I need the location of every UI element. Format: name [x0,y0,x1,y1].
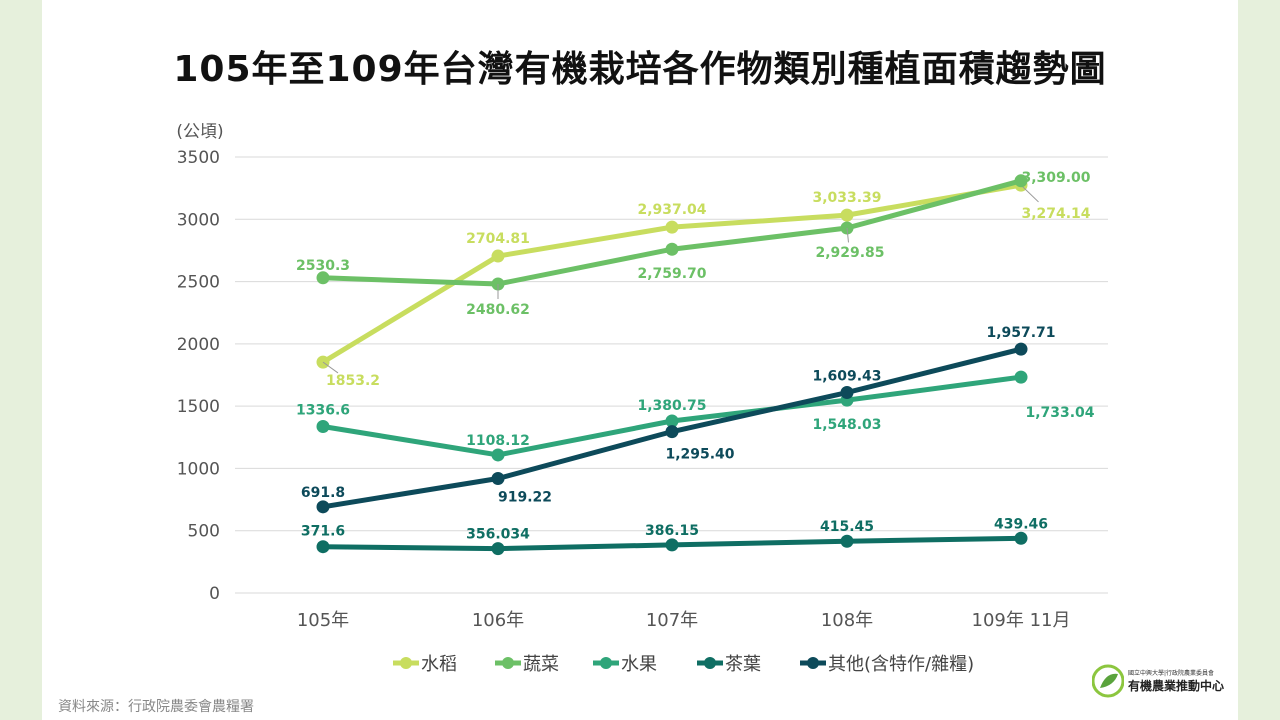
logo-subtitle: 國立中興大學|行政院農業委員會 [1128,670,1215,677]
y-tick-label: 1500 [177,397,220,417]
data-label: 356.034 [466,527,530,543]
legend-swatch-marker [400,657,412,669]
legend-swatch-marker [600,657,612,669]
leaf-logo-icon [1092,664,1124,698]
y-tick-label: 0 [209,584,220,604]
data-point [840,534,854,548]
source-note: 資料來源：行政院農委會農糧署 [58,699,254,715]
chart-card [42,0,1238,720]
data-label: 1,548.03 [812,417,881,433]
data-label: 2,937.04 [637,202,706,218]
x-tick-label: 105年 [297,610,349,631]
y-tick-label: 3000 [177,210,220,230]
legend-swatch-marker [502,657,514,669]
data-label: 439.46 [994,516,1048,532]
y-tick-label: 1000 [177,459,220,479]
data-point [665,414,679,428]
data-point [1014,531,1028,545]
data-label: 1,733.04 [1025,405,1094,421]
x-tick-label: 106年 [472,610,524,631]
legend-label: 蔬菜 [523,654,559,675]
data-label: 919.22 [498,489,552,505]
data-label: 2,929.85 [815,245,884,261]
data-point [316,271,330,285]
data-point [1014,342,1028,356]
leader-line [322,361,339,374]
data-label: 386.15 [645,523,699,539]
logo: 國立中興大學|行政院農業委員會 有機農業推動中心 [1092,664,1224,698]
logo-name: 有機農業推動中心 [1128,679,1225,693]
x-tick-label: 107年 [646,610,698,631]
data-label: 2704.81 [466,231,530,247]
legend-label: 其他(含特作/雜糧) [828,654,974,675]
y-tick-label: 2500 [177,273,220,293]
legend-label: 水果 [621,654,657,675]
data-label: 1,380.75 [637,398,706,414]
data-point [491,448,505,462]
y-tick-label: 2000 [177,335,220,355]
data-label: 1,609.43 [812,369,881,385]
data-point [316,540,330,554]
data-point [665,220,679,234]
legend-swatch-marker [807,657,819,669]
data-point [840,386,854,400]
data-point [491,249,505,263]
data-label: 1108.12 [466,433,530,449]
data-point [665,242,679,256]
y-axis-label: (公頃) [176,122,223,142]
data-label: 415.45 [820,519,874,535]
data-point [316,419,330,433]
chart-title: 105年至109年台灣有機栽培各作物類別種植面積趨勢圖 [173,49,1107,90]
x-tick-label: 109年 11月 [972,610,1071,631]
data-label: 691.8 [301,485,345,501]
data-label: 2530.3 [296,258,350,274]
data-label: 1336.6 [296,402,350,418]
data-point [665,538,679,552]
data-point [491,542,505,556]
x-tick-label: 108年 [821,610,873,631]
data-point [840,208,854,222]
data-point [316,500,330,514]
leader-line [846,227,849,243]
legend-swatch-marker [704,657,716,669]
data-label: 3,274.14 [1021,206,1090,222]
data-label: 371.6 [301,524,345,540]
data-label: 1853.2 [326,373,380,389]
data-label: 3,033.39 [812,190,881,206]
data-label: 3,309.00 [1021,170,1090,186]
data-label: 1,295.40 [665,447,734,463]
data-point [1014,174,1028,188]
y-tick-label: 500 [188,522,220,542]
data-label: 1,957.71 [986,325,1055,341]
data-point [665,425,679,439]
data-point [491,471,505,485]
data-label: 2,759.70 [637,266,706,282]
data-point [1014,370,1028,384]
legend-label: 水稻 [421,654,457,675]
legend-label: 茶葉 [725,654,761,675]
y-tick-label: 3500 [177,148,220,168]
data-label: 2480.62 [466,302,530,318]
leader-line [1020,184,1039,203]
